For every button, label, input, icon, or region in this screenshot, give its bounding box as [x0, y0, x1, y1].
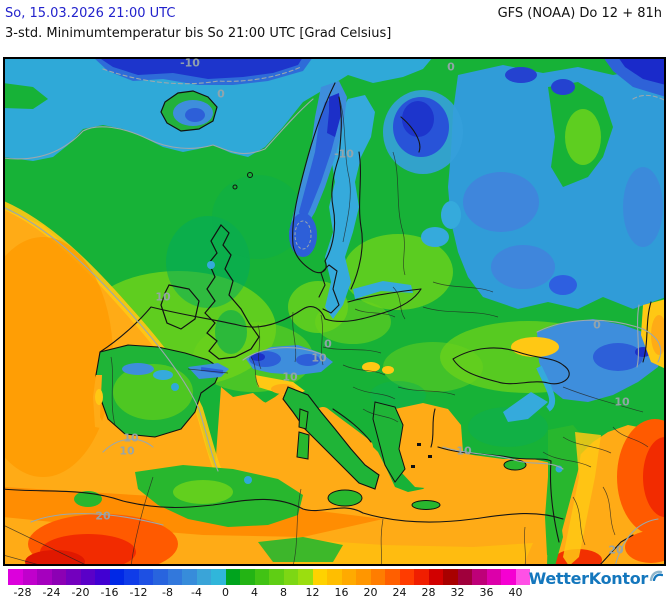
map-frame — [3, 57, 666, 566]
uk-ireland-layer — [160, 172, 260, 360]
russia-cold-layer — [383, 57, 666, 309]
cool-green-layer — [166, 175, 548, 447]
wetterkontor-bird-icon — [649, 566, 664, 585]
legend-tick-label: 4 — [251, 586, 258, 599]
legend-tick-label: 8 — [280, 586, 287, 599]
legend-color-segment — [370, 569, 385, 585]
legend-color-segment — [124, 569, 139, 585]
levant-layer — [503, 425, 601, 566]
legend-color-segment — [312, 569, 327, 585]
atlas-layer — [74, 465, 343, 562]
legend-color-segment — [486, 569, 501, 585]
logo-text: WetterKontor — [528, 569, 649, 588]
legend-tick-label: -20 — [71, 586, 90, 599]
greece-aegean-layer — [372, 401, 463, 510]
legend-color-segment — [240, 569, 255, 585]
legend-color-segment — [8, 569, 23, 585]
legend-tick-label: -12 — [129, 586, 148, 599]
legend-tick-label: -8 — [162, 586, 173, 599]
legend-color-segment — [428, 569, 443, 585]
legend-color-segment — [472, 569, 487, 585]
legend-color-segment — [80, 569, 95, 585]
legend-color-segment — [51, 569, 66, 585]
temperature-scale-ticks: -28 -24 -20 -16 -12 -8 -4 0 4 8 12 16 20 24 28 32 36 40 — [8, 586, 530, 599]
legend-color-segment — [298, 569, 313, 585]
pannonia-layer — [362, 362, 394, 374]
legend-color-segment — [501, 569, 516, 585]
cold-sea-layer — [3, 57, 433, 161]
iceland — [160, 90, 218, 132]
legend-color-segment — [515, 569, 530, 585]
legend-tick-label: -4 — [191, 586, 202, 599]
legend-tick-label: 24 — [392, 586, 407, 599]
legend-tick-label: -28 — [13, 586, 32, 599]
legend-tick-label: 40 — [508, 586, 523, 599]
legend-color-segment — [138, 569, 153, 585]
legend-color-segment — [356, 569, 371, 585]
iberia-layer — [93, 344, 229, 438]
legend-color-segment — [167, 569, 182, 585]
legend-tick-label: -24 — [42, 586, 61, 599]
legend-tick-label: 36 — [479, 586, 494, 599]
legend-color-segment — [66, 569, 81, 585]
legend-tick-label: 0 — [222, 586, 229, 599]
legend-tick-label: 12 — [305, 586, 320, 599]
legend-color-segment — [385, 569, 400, 585]
anatolia-cold-layer — [503, 319, 663, 422]
legend-tick-label: 20 — [363, 586, 378, 599]
europe-temperature-map: -10 0 0 -10 10 10 10 10 10 0 20 10 0 10 20 — [3, 57, 666, 566]
legend-color-segment — [95, 569, 110, 585]
temperature-field-svg — [3, 57, 666, 566]
legend-color-segment — [225, 569, 240, 585]
legend-color-segment — [443, 569, 458, 585]
legend-color-segment — [457, 569, 472, 585]
map-title: 3-std. Minimumtemperatur bis So 21:00 UT… — [5, 26, 392, 41]
legend-color-segment — [283, 569, 298, 585]
legend-tick-label: -16 — [100, 586, 119, 599]
legend-color-segment — [182, 569, 197, 585]
isotherm-contours — [3, 66, 666, 566]
temperature-color-scale — [8, 569, 530, 585]
baltic-layer — [325, 95, 461, 319]
legend-color-segment — [414, 569, 429, 585]
legend-color-segment — [22, 569, 37, 585]
italy-alps-layer — [228, 345, 380, 507]
legend-color-segment — [196, 569, 211, 585]
caspian-azov-layer — [511, 299, 666, 369]
legend-color-segment — [109, 569, 124, 585]
country-borders — [3, 96, 649, 566]
map-datetime: So, 15.03.2026 21:00 UTC — [5, 6, 176, 21]
legend-tick-label: 28 — [421, 586, 436, 599]
legend-color-segment — [254, 569, 269, 585]
norway-layer — [289, 81, 347, 257]
model-run-label: GFS (NOAA) Do 12 + 81h — [497, 6, 662, 21]
coastlines — [3, 82, 652, 566]
legend-color-segment — [153, 569, 168, 585]
legend-color-segment — [269, 569, 284, 585]
legend-color-segment — [341, 569, 356, 585]
legend-color-segment — [327, 569, 342, 585]
legend-tick-label: 32 — [450, 586, 465, 599]
legend-tick-label: 16 — [334, 586, 349, 599]
legend-color-segment — [211, 569, 226, 585]
wetterkontor-logo: WetterKontor — [528, 569, 664, 588]
legend-color-segment — [399, 569, 414, 585]
legend-color-segment — [37, 569, 52, 585]
